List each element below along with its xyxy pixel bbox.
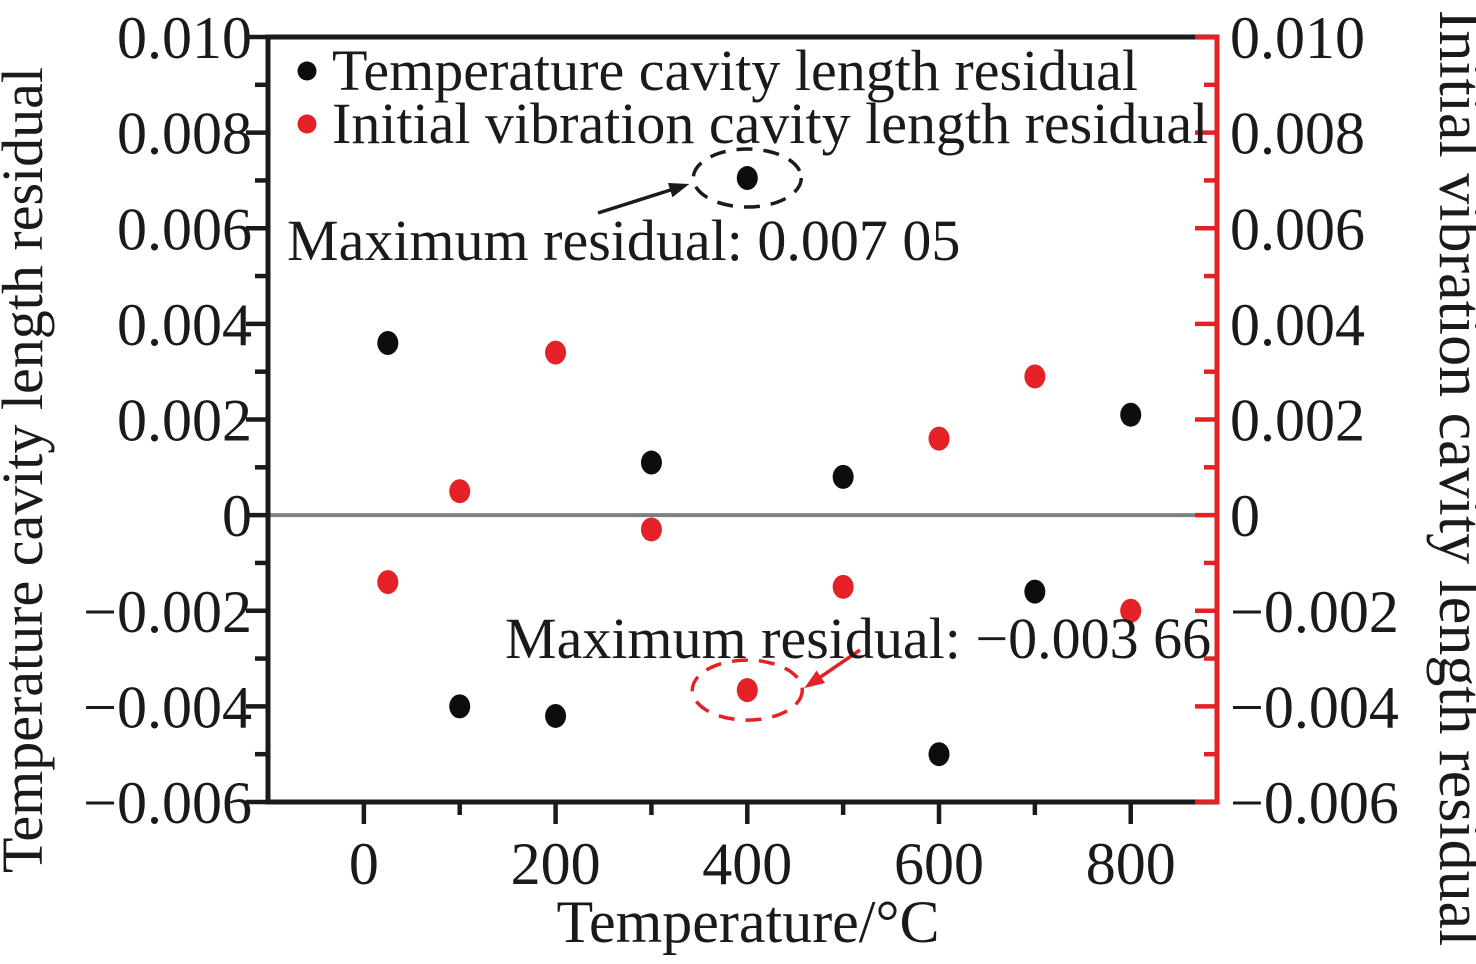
data-point-temperature	[449, 694, 471, 719]
left-tick-label: 0.006	[117, 196, 252, 262]
right-tick-label: 0	[1230, 483, 1260, 549]
data-point-temperature	[1024, 579, 1046, 604]
left-tick-label: 0.002	[117, 388, 252, 454]
data-point-temperature	[377, 331, 399, 355]
x-tick-label: 600	[894, 831, 984, 897]
annotation-max-red-text: Maximum residual: −0.003 66	[505, 606, 1211, 671]
annotation-max-black-text: Maximum residual: 0.007 05	[287, 208, 960, 273]
left-tick-label: −0.002	[83, 579, 252, 645]
right-tick-label: 0.010	[1230, 5, 1365, 71]
tick-labels-layer: 0.010 0.010 0.008 0.008 0.006 0.006 0.004 0.004…	[83, 5, 1399, 897]
x-tick-label: 400	[702, 831, 792, 897]
data-point-temperature	[928, 742, 950, 767]
legend-label-temperature: Temperature cavity length residual	[332, 38, 1138, 103]
ticks-layer	[246, 34, 1217, 824]
left-tick-label: 0.008	[117, 101, 252, 167]
data-point-vibration	[545, 340, 567, 365]
right-tick-label: −0.006	[1230, 770, 1399, 836]
max-black-highlight-ellipse	[691, 147, 804, 209]
max-red-arrow-head-icon	[804, 670, 826, 689]
legend-marker-vibration-icon	[297, 114, 317, 134]
right-axis-title: Initial vibration cavity length residual	[1426, 10, 1476, 947]
data-point-temperature	[545, 703, 567, 728]
left-tick-label: −0.004	[83, 674, 252, 740]
data-point-vibration	[832, 574, 854, 599]
data-point-vibration	[377, 570, 399, 595]
left-tick-label: −0.006	[83, 770, 252, 836]
data-point-temperature	[1120, 402, 1142, 427]
max-red-highlight-ellipse	[690, 658, 805, 722]
data-point-vibration	[1120, 598, 1142, 623]
right-tick-label: 0.002	[1230, 388, 1365, 454]
data-point-vibration	[928, 426, 950, 451]
right-tick-label: −0.002	[1230, 579, 1399, 645]
left-axis-title: Temperature cavity length residual	[0, 67, 55, 873]
right-tick-label: −0.004	[1230, 674, 1399, 740]
max-black-arrow-head-icon	[667, 182, 690, 198]
left-tick-label: 0.010	[117, 5, 252, 71]
max-red-arrow-line	[816, 648, 861, 681]
right-tick-label: 0.006	[1230, 196, 1365, 262]
x-tick-label: 800	[1086, 831, 1176, 897]
max-black-arrow-line	[597, 187, 675, 215]
data-point-vibration	[1024, 364, 1046, 389]
legend: Temperature cavity length residual Initi…	[297, 38, 1208, 156]
x-axis-title: Temperature/°C	[557, 889, 940, 955]
annotation-graphics-layer	[597, 147, 861, 722]
left-tick-label: 0.004	[117, 292, 252, 358]
legend-marker-temperature-icon	[297, 61, 317, 81]
data-point-vibration	[449, 479, 471, 504]
right-tick-label: 0.004	[1230, 292, 1365, 358]
data-point-temperature	[832, 464, 854, 489]
legend-label-vibration: Initial vibration cavity length residual	[332, 91, 1208, 156]
data-point-vibration	[640, 517, 662, 542]
right-tick-label: 0.008	[1230, 101, 1365, 167]
left-tick-label: 0	[222, 483, 252, 549]
x-tick-label: 200	[511, 831, 601, 897]
data-point-temperature	[736, 166, 758, 191]
x-tick-label: 0	[349, 831, 379, 897]
data-point-vibration	[736, 678, 758, 703]
data-point-temperature	[640, 450, 662, 475]
data-points-layer	[377, 166, 1142, 767]
